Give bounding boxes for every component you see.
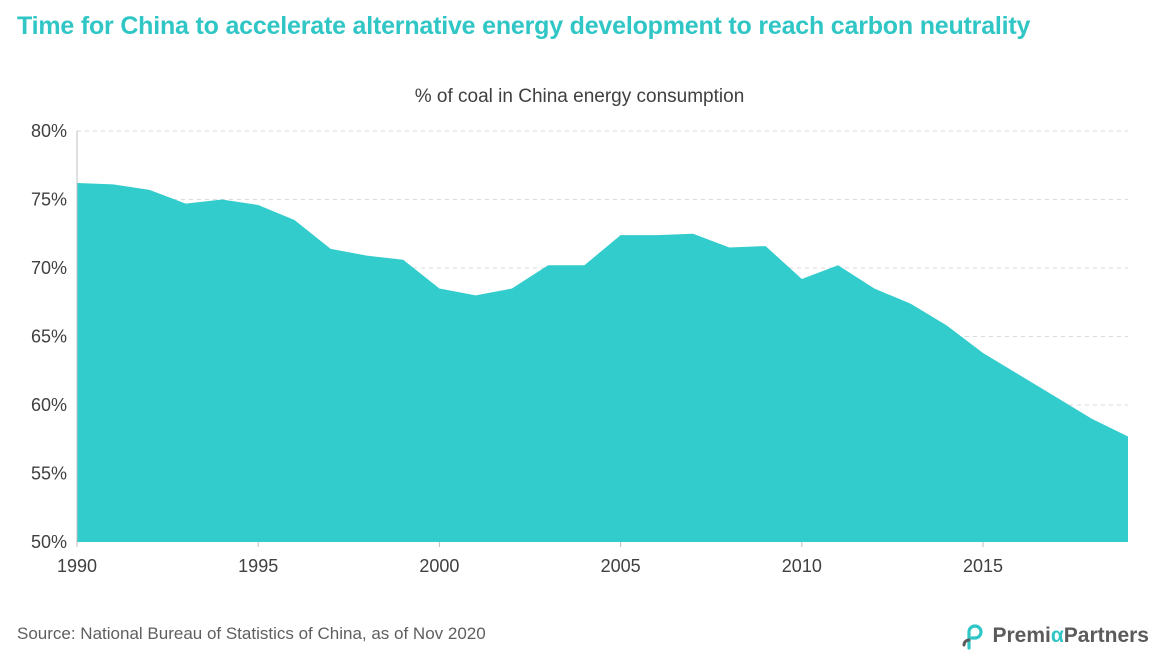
x-axis: 1990 1995 2000 2005 2010 2015 [57, 542, 1003, 576]
y-tick-label: 60% [31, 395, 67, 415]
coal-share-area-chart: 50% 55% 60% 65% 70% 75% 80% 1990 1995 2000 2005 20… [31, 121, 1128, 576]
x-tick-label: 2005 [601, 556, 641, 576]
y-tick-label: 70% [31, 258, 67, 278]
y-axis: 50% 55% 60% 65% 70% 75% 80% [31, 121, 78, 552]
x-tick-label: 1990 [57, 556, 97, 576]
premia-partners-logo: PremiαPartners [960, 621, 1149, 651]
logo-text-alpha: α [1050, 624, 1064, 647]
coal-share-area [77, 183, 1128, 542]
logo-mark-icon [962, 624, 984, 650]
source-note: Source: National Bureau of Statistics of… [17, 624, 486, 643]
x-tick-label: 1995 [238, 556, 278, 576]
logo-text-premi: Premi [992, 624, 1051, 647]
x-tick-label: 2015 [963, 556, 1003, 576]
y-tick-label: 65% [31, 327, 67, 347]
chart-title: Time for China to accelerate alternative… [17, 12, 1031, 40]
logo-text-partners: Partners [1063, 624, 1149, 647]
x-tick-label: 2000 [419, 556, 459, 576]
chart-subtitle: % of coal in China energy consumption [414, 86, 745, 107]
x-tick-label: 2010 [782, 556, 822, 576]
plot-area [77, 183, 1128, 542]
y-tick-label: 55% [31, 464, 67, 484]
y-tick-label: 50% [31, 532, 67, 552]
y-tick-label: 75% [31, 190, 67, 210]
y-tick-label: 80% [31, 121, 67, 141]
logo-wordmark: PremiαPartners [992, 624, 1149, 648]
